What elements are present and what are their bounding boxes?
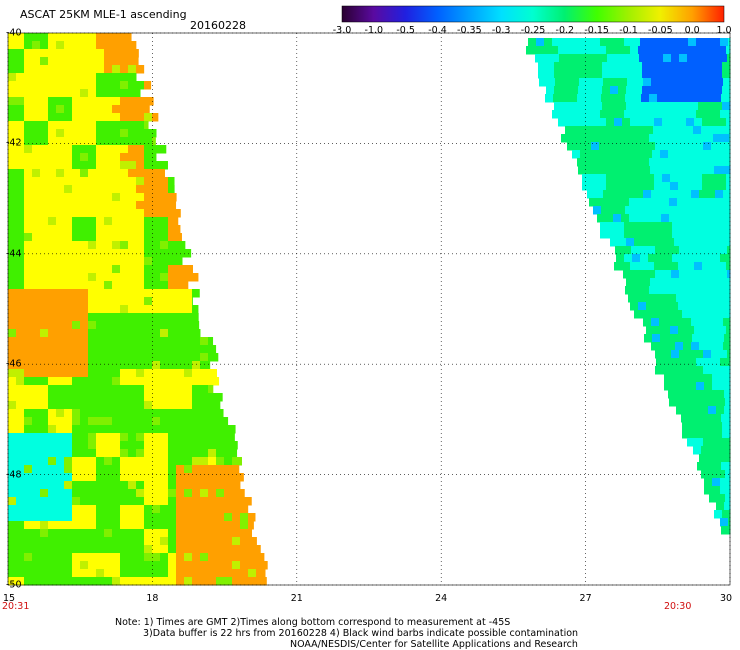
latitude-label: -42 [6,137,22,149]
latitude-label: -48 [6,469,22,481]
map-frame [7,32,731,586]
colorbar-label: 1.0 [716,25,732,36]
colorbar-label: -0.1 [619,25,638,36]
east-pass-time: 20:30 [664,601,692,612]
longitude-label: 18 [146,593,159,604]
product-title: ASCAT 25KM MLE-1 ascending [20,8,187,21]
colorbar-label: -0.05 [648,25,673,36]
latitude-label: -50 [6,579,22,591]
note-line-3: NOAA/NESDIS/Center for Satellite Applica… [290,639,578,650]
colorbar-label: 0.0 [684,25,700,36]
longitude-label: 24 [435,593,448,604]
swath-west [8,33,268,586]
longitude-label: 27 [579,593,592,604]
note-line-1: Note: 1) Times are GMT 2)Times along bot… [115,617,511,628]
latitude-label: -40 [6,27,22,39]
longitude-label: 21 [290,593,303,604]
colorbar-label: -0.15 [584,25,609,36]
colorbar-label: -3.0 [332,25,352,36]
latitude-label: -46 [6,358,22,370]
colorbar-label: -1.0 [364,25,384,36]
longitude-label: 30 [719,593,733,604]
product-date: 20160228 [190,19,246,32]
colorbar-label: -0.3 [491,25,511,36]
colorbar-label: -0.2 [555,25,575,36]
colorbar-label: -0.25 [520,25,546,36]
swath-east [526,38,731,535]
west-pass-time: 20:31 [2,601,30,612]
colorbar-label: -0.35 [457,25,482,36]
colorbar-label: -0.4 [428,25,447,36]
latitude-label: -44 [6,248,22,260]
longitude-label: 15 [2,593,16,604]
colorbar [341,5,725,23]
note-line-2: 3)Data buffer is 22 hrs from 20160228 4)… [143,628,579,639]
colorbar-label: -0.5 [396,25,415,36]
